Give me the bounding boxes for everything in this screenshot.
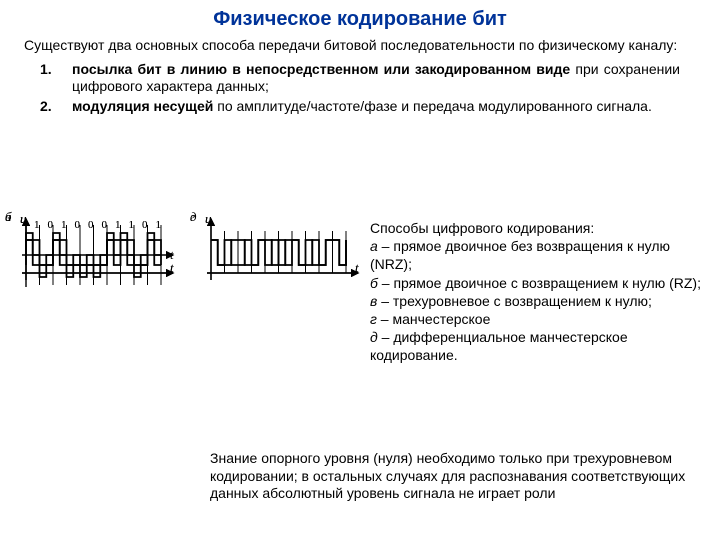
list-item: 2. модуляция несущей по амплитуде/частот… [40, 98, 680, 116]
method-text: – прямое двоичное без возвращения к нулю… [370, 238, 670, 272]
page-title: Физическое кодирование бит [0, 0, 720, 37]
list-bold: модуляция несущей [72, 98, 213, 114]
panel-letter: в [5, 209, 11, 225]
method-text: – трехуровневое с возвращением к нулю; [377, 293, 652, 309]
method-letter: г [370, 311, 377, 327]
method-text: – дифференциальное манчестерское кодиров… [370, 329, 628, 363]
panel-letter: д [190, 209, 197, 225]
list-item: 1. посылка бит в линию в непосредственно… [40, 61, 680, 96]
axis-t-label: t [170, 247, 174, 263]
method-letter: а [370, 238, 378, 254]
diagram-v: в u t [8, 215, 178, 295]
method-text: – манчестерское [377, 311, 490, 327]
method-text: – прямое двоичное с возвращением к нулю … [378, 275, 701, 291]
method-a: а – прямое двоичное без возвращения к ну… [370, 237, 710, 273]
lower-region: Способы цифрового кодирования: а – прямо… [0, 215, 720, 540]
method-letter: д [370, 329, 378, 345]
axis-u-label: u [205, 211, 212, 227]
axis-u-label: u [20, 211, 27, 227]
coding-methods: Способы цифрового кодирования: а – прямо… [370, 219, 710, 365]
list-number: 2. [40, 98, 72, 116]
waveform-icon [8, 215, 178, 295]
axis-t-label: t [355, 260, 359, 276]
list-bold: посылка бит в линию в непосредственном и… [72, 61, 570, 77]
method-b: б – прямое двоичное с возвращением к нул… [370, 274, 710, 292]
signal-diagrams: а u t 1010001101 б [8, 215, 358, 540]
list-number: 1. [40, 61, 72, 96]
method-g: г – манчестерское [370, 310, 710, 328]
list-text: модуляция несущей по амплитуде/частоте/ф… [72, 98, 652, 116]
diagram-d: д u t [193, 215, 363, 285]
methods-head: Способы цифрового кодирования: [370, 219, 710, 237]
list-rest: по амплитуде/частоте/фазе и передача мод… [213, 98, 651, 114]
method-d: д – дифференциальное манчестерское кодир… [370, 328, 710, 364]
list-text: посылка бит в линию в непосредственном и… [72, 61, 680, 96]
intro-text: Существуют два основных способа передачи… [0, 37, 720, 61]
method-v: в – трехуровневое с возвращением к нулю; [370, 292, 710, 310]
numbered-list: 1. посылка бит в линию в непосредственно… [0, 61, 720, 128]
method-letter: б [370, 275, 378, 291]
waveform-icon [193, 215, 363, 285]
